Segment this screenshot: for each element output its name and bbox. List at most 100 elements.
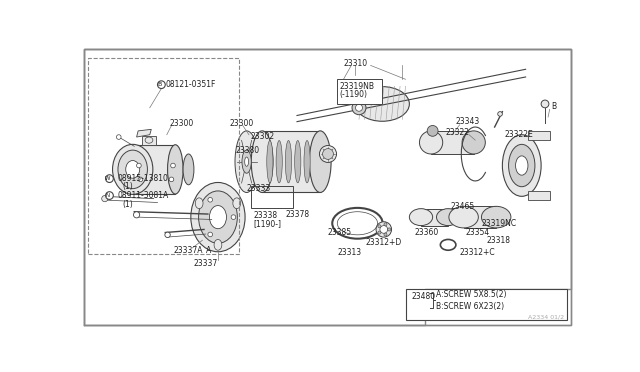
Bar bbox=[132, 145, 175, 194]
Bar bbox=[142, 135, 156, 145]
Circle shape bbox=[541, 100, 549, 108]
Ellipse shape bbox=[145, 137, 153, 143]
Text: 23312+C: 23312+C bbox=[460, 248, 495, 257]
Text: 23343: 23343 bbox=[456, 117, 480, 126]
Text: 23313: 23313 bbox=[338, 248, 362, 257]
Text: A:SCREW 5X8.5(2): A:SCREW 5X8.5(2) bbox=[436, 291, 507, 299]
Text: 23385: 23385 bbox=[328, 228, 352, 237]
Circle shape bbox=[384, 233, 387, 236]
Ellipse shape bbox=[214, 240, 222, 250]
Ellipse shape bbox=[352, 101, 366, 115]
Ellipse shape bbox=[509, 144, 535, 187]
Circle shape bbox=[498, 112, 502, 116]
Circle shape bbox=[171, 163, 175, 168]
Ellipse shape bbox=[323, 148, 333, 159]
Ellipse shape bbox=[195, 198, 203, 209]
Ellipse shape bbox=[191, 183, 245, 252]
Ellipse shape bbox=[233, 198, 241, 209]
Ellipse shape bbox=[309, 131, 331, 192]
Circle shape bbox=[231, 215, 236, 219]
Ellipse shape bbox=[428, 125, 438, 136]
Text: N: N bbox=[106, 193, 110, 198]
Text: 23337A: 23337A bbox=[173, 246, 202, 255]
Circle shape bbox=[165, 232, 170, 238]
Ellipse shape bbox=[419, 131, 443, 154]
Ellipse shape bbox=[436, 209, 460, 225]
Circle shape bbox=[134, 212, 140, 218]
Bar bbox=[421, 209, 448, 225]
Text: 23465: 23465 bbox=[451, 202, 475, 211]
Ellipse shape bbox=[168, 145, 183, 194]
Bar bbox=[406, 289, 566, 320]
Text: 08121-0351F: 08121-0351F bbox=[165, 80, 216, 89]
Ellipse shape bbox=[502, 135, 541, 196]
Ellipse shape bbox=[294, 141, 301, 183]
Ellipse shape bbox=[125, 161, 140, 178]
Circle shape bbox=[169, 177, 174, 182]
Text: 23300: 23300 bbox=[230, 119, 254, 128]
Ellipse shape bbox=[376, 222, 392, 237]
Ellipse shape bbox=[355, 87, 410, 121]
Ellipse shape bbox=[244, 157, 248, 166]
Ellipse shape bbox=[276, 141, 282, 183]
Text: 23322: 23322 bbox=[445, 128, 469, 137]
Text: 23300: 23300 bbox=[169, 119, 193, 128]
Ellipse shape bbox=[267, 141, 273, 183]
Text: 23302: 23302 bbox=[250, 132, 275, 141]
Ellipse shape bbox=[198, 191, 237, 243]
Ellipse shape bbox=[449, 206, 478, 228]
Circle shape bbox=[378, 225, 381, 228]
Text: 23380: 23380 bbox=[235, 145, 259, 155]
Ellipse shape bbox=[410, 209, 433, 225]
Text: 23333: 23333 bbox=[246, 184, 271, 193]
Text: 08911-3081A: 08911-3081A bbox=[117, 191, 168, 200]
Circle shape bbox=[388, 228, 391, 231]
Ellipse shape bbox=[106, 192, 113, 199]
Polygon shape bbox=[136, 129, 151, 137]
Text: 23312+D: 23312+D bbox=[365, 238, 401, 247]
Text: 23360: 23360 bbox=[414, 228, 438, 237]
Ellipse shape bbox=[304, 141, 310, 183]
Text: (-1190): (-1190) bbox=[340, 90, 367, 99]
Text: B:SCREW 6X23(2): B:SCREW 6X23(2) bbox=[436, 302, 504, 311]
Ellipse shape bbox=[319, 145, 337, 163]
Ellipse shape bbox=[462, 131, 485, 154]
Ellipse shape bbox=[516, 156, 528, 175]
Text: [1190-]: [1190-] bbox=[253, 219, 282, 228]
Text: 23319NC: 23319NC bbox=[481, 219, 516, 228]
Ellipse shape bbox=[285, 141, 292, 183]
Ellipse shape bbox=[380, 225, 388, 233]
Bar bbox=[431, 131, 474, 154]
Circle shape bbox=[208, 198, 212, 202]
Ellipse shape bbox=[183, 154, 194, 185]
Text: 23337: 23337 bbox=[193, 259, 218, 268]
Bar bbox=[337, 79, 382, 104]
Circle shape bbox=[138, 177, 143, 182]
Ellipse shape bbox=[252, 131, 273, 192]
Ellipse shape bbox=[355, 104, 362, 111]
Text: B: B bbox=[551, 102, 556, 111]
Text: 23378: 23378 bbox=[285, 209, 310, 218]
Text: 23319NB: 23319NB bbox=[340, 82, 374, 91]
Text: 23338: 23338 bbox=[253, 211, 278, 220]
Circle shape bbox=[116, 135, 121, 140]
Text: W: W bbox=[105, 176, 111, 181]
Bar bbox=[250, 186, 293, 208]
Text: 23480: 23480 bbox=[412, 292, 436, 301]
Text: B: B bbox=[157, 82, 162, 87]
Circle shape bbox=[102, 196, 108, 202]
Text: 23322E: 23322E bbox=[505, 130, 534, 139]
Bar bbox=[463, 206, 496, 228]
Text: 23310: 23310 bbox=[343, 59, 367, 68]
Circle shape bbox=[157, 81, 165, 89]
Text: (1): (1) bbox=[123, 199, 133, 209]
Ellipse shape bbox=[235, 131, 259, 192]
Bar bbox=[528, 131, 550, 140]
Text: 08915-13810: 08915-13810 bbox=[117, 174, 168, 183]
Bar bbox=[528, 191, 550, 200]
Ellipse shape bbox=[242, 150, 252, 173]
Ellipse shape bbox=[113, 144, 153, 195]
Text: A: A bbox=[205, 246, 211, 255]
Bar bbox=[262, 131, 320, 192]
Ellipse shape bbox=[118, 150, 147, 189]
